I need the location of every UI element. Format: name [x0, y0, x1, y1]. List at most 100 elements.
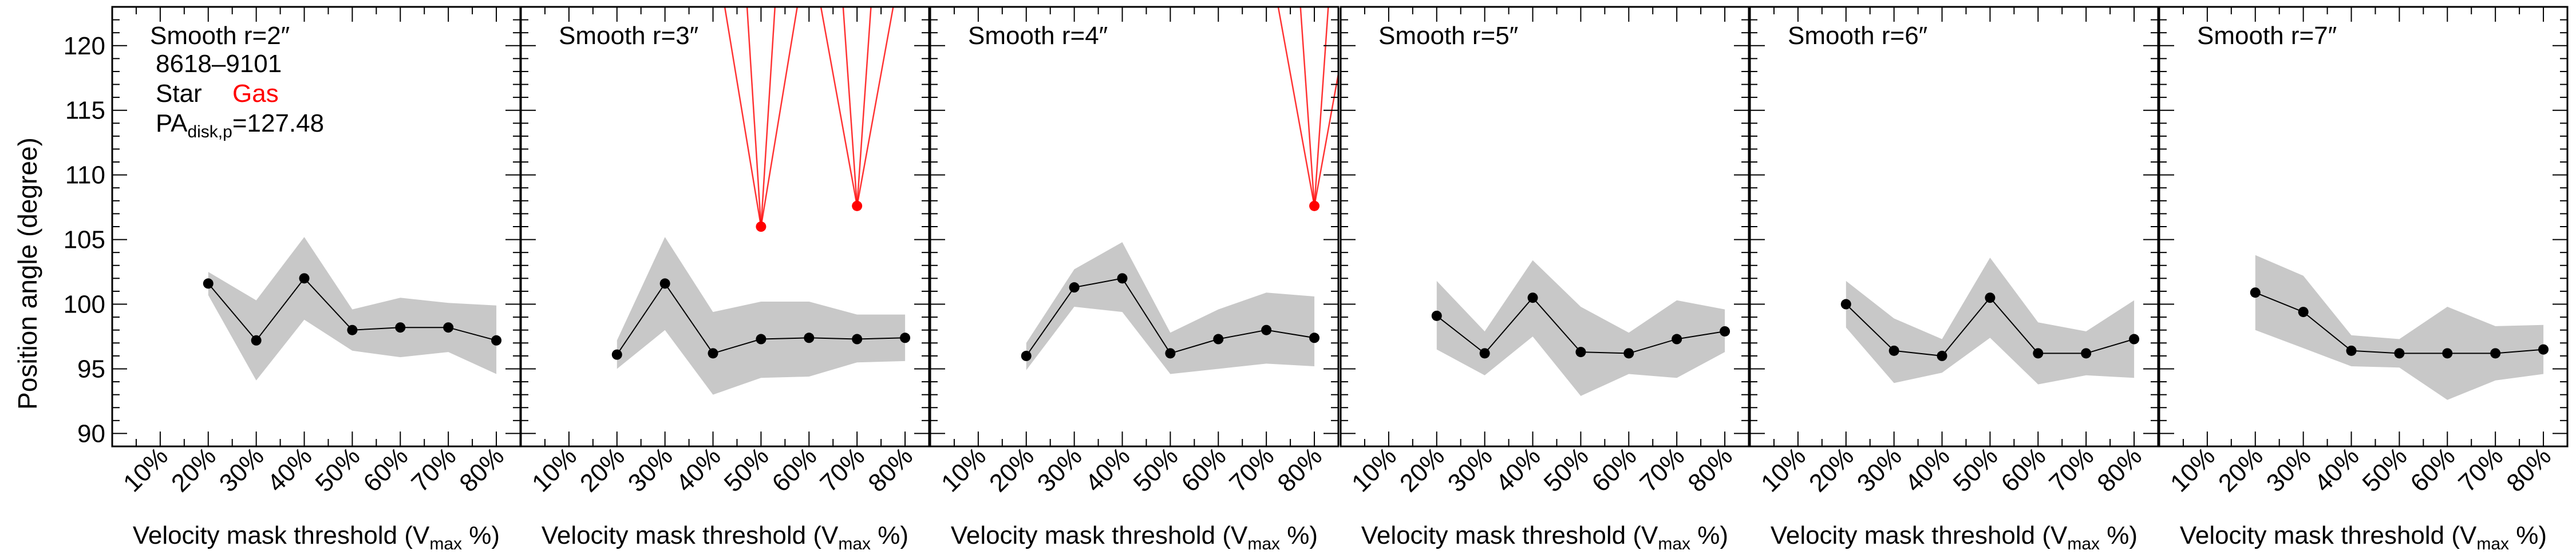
x-tick-label: 20% [1394, 442, 1450, 497]
x-tick-label: 30% [1852, 442, 1907, 497]
star-point [1575, 347, 1586, 358]
star-point [1937, 350, 1947, 361]
x-axis-label: Velocity mask threshold (Vmax %) [951, 521, 1318, 553]
panel-title: Smooth r=4″ [968, 22, 1108, 50]
star-point [1213, 334, 1224, 345]
star-point [1431, 310, 1442, 321]
y-tick-label: 90 [77, 420, 105, 448]
star-point [347, 324, 358, 335]
x-tick-label: 80% [863, 442, 918, 497]
x-tick-label: 10% [1756, 442, 1811, 497]
gas-error-spike [856, 7, 894, 207]
star-point [2129, 334, 2140, 345]
gas-error-spike [856, 7, 872, 206]
star-point [1623, 348, 1634, 359]
x-tick-label: 20% [575, 442, 630, 497]
x-tick-label: 10% [118, 442, 173, 497]
x-tick-label: 10% [936, 442, 991, 497]
gas-error-spike [1313, 7, 1329, 206]
y-tick-label: 115 [65, 97, 105, 125]
star-point [1117, 273, 1128, 284]
star-point [491, 335, 502, 346]
y-tick-label: 120 [64, 32, 105, 60]
x-tick-label: 20% [2213, 442, 2269, 497]
star-uncertainty-band [1436, 260, 1725, 396]
x-tick-label: 40% [1080, 442, 1136, 497]
y-tick-label: 110 [65, 161, 105, 189]
star-point [1165, 348, 1176, 359]
star-point [659, 278, 670, 289]
star-uncertainty-band [2255, 255, 2544, 400]
star-point [443, 322, 454, 333]
x-tick-label: 20% [984, 442, 1040, 497]
panel-title: Smooth r=5″ [1378, 22, 1518, 50]
star-point [251, 335, 262, 346]
panel-title: Smooth r=2″ [150, 22, 290, 50]
gas-point [852, 200, 863, 211]
star-point [2490, 348, 2501, 359]
x-tick-label: 10% [2165, 442, 2221, 497]
gas-error-spike [760, 7, 799, 227]
x-tick-label: 60% [358, 442, 413, 497]
x-tick-label: 50% [1948, 442, 2004, 497]
gas-point [756, 221, 767, 232]
panels: 909510010511011512010%20%30%40%50%60%70%… [64, 6, 2569, 553]
star-point [1527, 292, 1538, 303]
y-tick-label: 95 [77, 355, 105, 383]
x-tick-label: 20% [1804, 442, 1859, 497]
gas-error-spike [1299, 7, 1315, 206]
panel: 10%20%30%40%50%60%70%80% Smooth r=5″ Veloc… [1340, 6, 1750, 553]
x-tick-label: 60% [2405, 442, 2460, 497]
star-point [1309, 333, 1320, 343]
star-point [1261, 324, 1272, 335]
gas-error-spike [746, 7, 762, 227]
x-tick-label: 60% [1996, 442, 2051, 497]
panel-title: Smooth r=6″ [1788, 22, 1927, 50]
gas-error-spike [1277, 7, 1315, 207]
star-point [1069, 282, 1080, 293]
plot-area [611, 7, 911, 395]
pa-value: =127.48 [232, 109, 324, 137]
pa-disk-label: PAdisk,p=127.48 [156, 109, 324, 141]
x-tick-label: 80% [1272, 442, 1327, 497]
x-tick-label: 10% [1346, 442, 1402, 497]
star-point [2346, 345, 2357, 356]
star-point [756, 334, 767, 345]
star-point [1672, 334, 1682, 345]
star-point [2394, 348, 2405, 359]
star-point [2033, 348, 2044, 359]
y-axis-label: Position angle (degree) [13, 137, 42, 410]
x-tick-label: 30% [1032, 442, 1088, 497]
x-tick-label: 60% [1586, 442, 1642, 497]
x-tick-label: 70% [815, 442, 870, 497]
x-tick-label: 30% [623, 442, 678, 497]
star-point [1021, 350, 1032, 361]
x-axis-label: Velocity mask threshold (Vmax %) [1771, 521, 2138, 553]
panel-frame [2158, 6, 2569, 448]
star-point [2081, 348, 2092, 359]
gas-error-spike [760, 7, 776, 227]
x-tick-label: 30% [214, 442, 270, 497]
object-id-label: 8618–9101 [156, 50, 282, 78]
star-point [1720, 326, 1730, 337]
x-tick-label: 70% [2044, 442, 2099, 497]
star-point [395, 322, 406, 333]
legend-gas: Gas [232, 80, 279, 108]
y-tick-label: 105 [64, 226, 105, 254]
x-tick-label: 70% [1224, 442, 1279, 497]
star-point [1840, 299, 1851, 310]
star-uncertainty-band [1026, 242, 1315, 374]
x-tick-label: 70% [1634, 442, 1690, 497]
x-tick-label: 70% [406, 442, 461, 497]
panel-frame [1340, 6, 1750, 448]
star-point [1985, 292, 1996, 303]
star-point [708, 348, 718, 359]
x-tick-label: 50% [1539, 442, 1594, 497]
star-point [1479, 348, 1490, 359]
x-tick-label: 70% [2453, 442, 2508, 497]
x-tick-label: 40% [1491, 442, 1546, 497]
x-tick-label: 80% [1682, 442, 1738, 497]
x-tick-label: 80% [454, 442, 509, 497]
pa-label: PA [156, 109, 188, 137]
x-tick-label: 50% [2357, 442, 2413, 497]
